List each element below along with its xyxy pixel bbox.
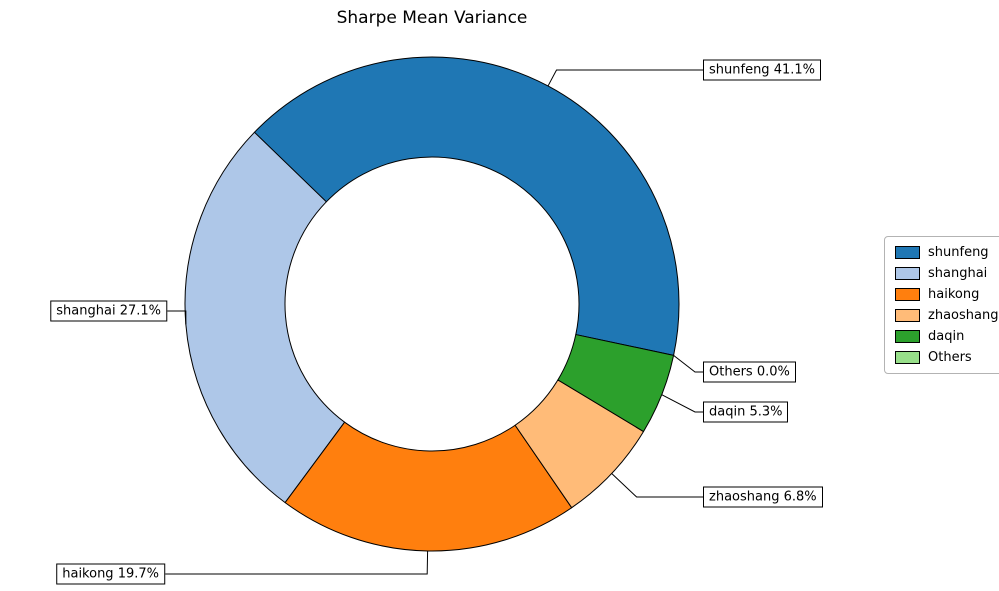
legend-item-shunfeng: shunfeng — [895, 245, 998, 260]
leader-line-shanghai — [167, 310, 187, 325]
leader-line-shunfeng — [547, 69, 703, 87]
legend-swatch-shanghai — [895, 267, 920, 280]
legend-label: Others — [928, 350, 972, 365]
pie-slice-shunfeng — [253, 56, 680, 356]
legend-item-daqin: daqin — [895, 329, 998, 344]
legend-swatch-Others — [895, 351, 920, 364]
chart-title: Sharpe Mean Variance — [336, 8, 528, 28]
slice-label-Others: Others 0.0% — [703, 361, 796, 383]
legend-swatch-zhaoshang — [895, 309, 920, 322]
legend-item-zhaoshang: zhaoshang — [895, 308, 998, 323]
leader-line-haikong — [165, 550, 429, 575]
legend-swatch-daqin — [895, 330, 920, 343]
legend-item-shanghai: shanghai — [895, 266, 998, 281]
legend-item-Others: Others — [895, 350, 998, 365]
legend-label: haikong — [928, 287, 980, 302]
legend-label: zhaoshang — [928, 308, 999, 323]
legend-label: shanghai — [928, 266, 988, 281]
slice-label-shunfeng: shunfeng 41.1% — [703, 59, 821, 81]
legend-swatch-haikong — [895, 288, 920, 301]
slice-label-daqin: daqin 5.3% — [703, 401, 789, 423]
legend-label: daqin — [928, 329, 965, 344]
legend-item-haikong: haikong — [895, 287, 998, 302]
leader-line-Others — [673, 354, 703, 373]
legend: shunfeng shanghai haikong zhaoshang daqin Oth… — [884, 236, 999, 374]
slice-label-shanghai: shanghai 27.1% — [50, 300, 167, 322]
legend-swatch-shunfeng — [895, 246, 920, 259]
slice-label-zhaoshang: zhaoshang 6.8% — [703, 486, 823, 508]
pie-slice-shanghai — [184, 131, 346, 504]
leader-line-daqin — [661, 394, 703, 413]
pie-slice-haikong — [284, 421, 573, 552]
slice-label-haikong: haikong 19.7% — [56, 563, 165, 585]
legend-label: shunfeng — [928, 245, 989, 260]
leader-line-zhaoshang — [611, 473, 703, 498]
